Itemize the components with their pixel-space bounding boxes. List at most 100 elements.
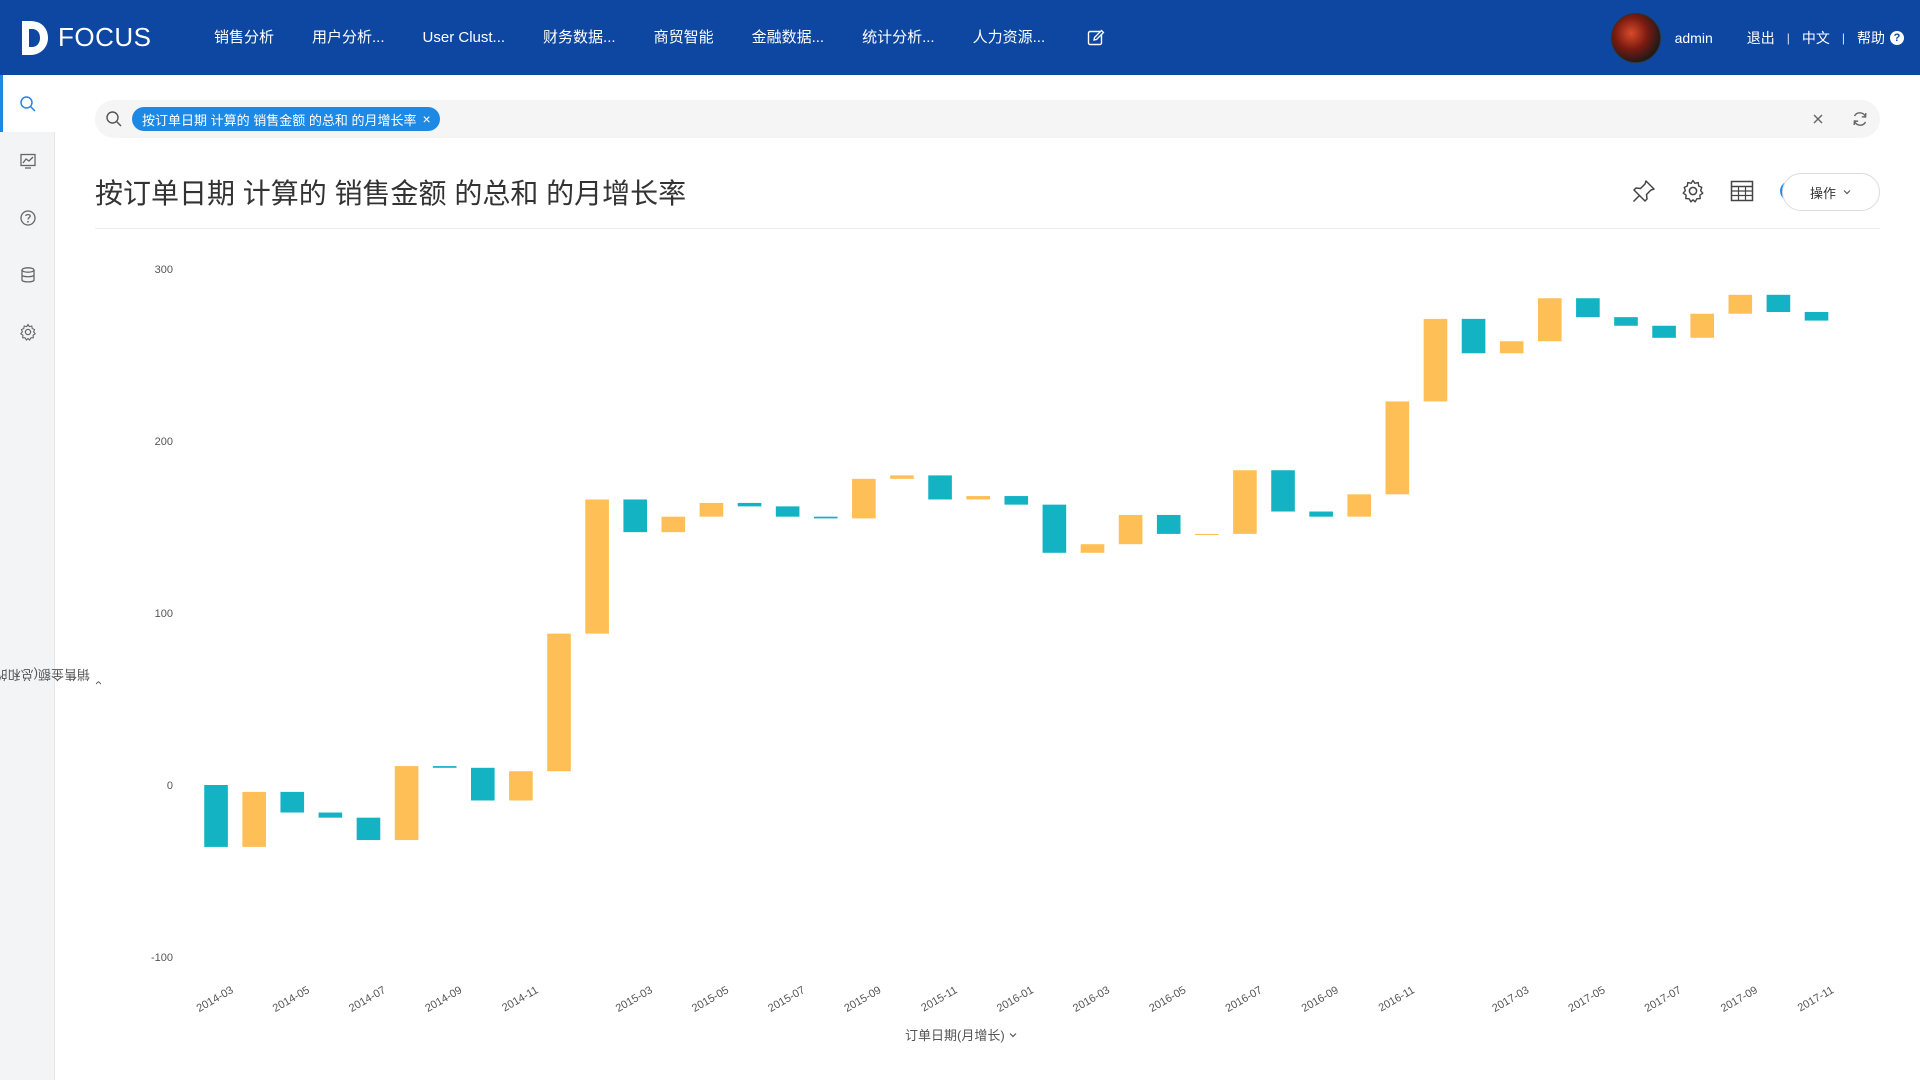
- search-icon: [106, 111, 122, 127]
- waterfall-bar[interactable]: [1042, 504, 1067, 553]
- y-tick-label: 0: [167, 780, 173, 792]
- divider: |: [1786, 30, 1790, 45]
- y-tick-label: 300: [155, 264, 173, 276]
- x-axis-title-text: 订单日期(月增长): [905, 1028, 1005, 1043]
- pin-button[interactable]: [1630, 177, 1658, 205]
- waterfall-bar[interactable]: [1804, 312, 1829, 321]
- waterfall-bar[interactable]: [318, 812, 343, 818]
- x-axis-title[interactable]: 订单日期(月增长): [905, 1025, 1018, 1044]
- waterfall-bar[interactable]: [204, 785, 228, 847]
- close-icon[interactable]: ×: [422, 111, 431, 127]
- x-tick-label: 2016-01: [995, 984, 1036, 1015]
- brand-logo[interactable]: FOCUS: [20, 19, 195, 57]
- sidebar-item-settings[interactable]: [0, 303, 55, 360]
- waterfall-bar[interactable]: [356, 817, 381, 841]
- gear-icon: [1682, 179, 1704, 203]
- waterfall-bar[interactable]: [1195, 533, 1219, 536]
- waterfall-bar[interactable]: [775, 506, 800, 517]
- waterfall-bar[interactable]: [1423, 318, 1448, 402]
- waterfall-bar[interactable]: [1004, 496, 1029, 505]
- waterfall-bar[interactable]: [1309, 511, 1333, 517]
- chevron-down-icon: [1843, 190, 1851, 195]
- chart-toolbar: [1609, 177, 1805, 205]
- x-tick-label: 2014-03: [195, 984, 236, 1015]
- waterfall-chart: 300 200 100 0 -100 2014-03 2014-05 2014-07 2014-…: [151, 264, 1836, 1015]
- refresh-icon[interactable]: [1850, 109, 1870, 129]
- nav-item-user-analysis[interactable]: 用户分析...: [312, 29, 385, 46]
- waterfall-bar[interactable]: [813, 516, 838, 519]
- search-token-chip[interactable]: 按订单日期 计算的 销售金额 的总和 的月增长率 ×: [132, 107, 440, 131]
- table-view-button[interactable]: [1728, 177, 1756, 205]
- nav-item-statistics[interactable]: 统计分析...: [862, 29, 935, 46]
- waterfall-bar[interactable]: [1728, 294, 1753, 314]
- sidebar-item-data[interactable]: [0, 246, 55, 303]
- x-tick-label: 2016-07: [1223, 984, 1264, 1015]
- sidebar: [0, 75, 55, 1080]
- waterfall-bar[interactable]: [623, 499, 648, 533]
- nav-item-finance[interactable]: 财务数据...: [543, 29, 616, 46]
- waterfall-bar[interactable]: [699, 502, 724, 517]
- help-link[interactable]: 帮助: [1857, 29, 1885, 46]
- x-tick-label: 2016-05: [1147, 984, 1188, 1015]
- edit-icon[interactable]: [1086, 28, 1106, 48]
- waterfall-bar[interactable]: [1461, 318, 1486, 354]
- sidebar-item-help[interactable]: [0, 189, 55, 246]
- y-tick-label: 200: [155, 436, 173, 448]
- brand-name: FOCUS: [58, 22, 152, 52]
- waterfall-bar[interactable]: [1690, 313, 1715, 338]
- clear-icon[interactable]: [1808, 109, 1828, 129]
- waterfall-bar[interactable]: [1156, 514, 1181, 534]
- nav-item-sales[interactable]: 销售分析: [214, 29, 275, 46]
- search-bar[interactable]: 按订单日期 计算的 销售金额 的总和 的月增长率 ×: [95, 100, 1880, 138]
- waterfall-bar[interactable]: [1499, 341, 1524, 354]
- waterfall-bar[interactable]: [1576, 298, 1600, 318]
- waterfall-bar[interactable]: [1271, 470, 1295, 512]
- x-tick-label: 2016-11: [1377, 984, 1417, 1014]
- waterfall-bar[interactable]: [928, 475, 952, 500]
- nav-item-trade-bi[interactable]: 商贸智能: [653, 29, 714, 46]
- waterfall-bar[interactable]: [1614, 317, 1638, 326]
- waterfall-bar[interactable]: [470, 767, 495, 801]
- waterfall-bar[interactable]: [547, 633, 571, 772]
- x-tick-label: 2015-11: [919, 984, 959, 1014]
- waterfall-bar[interactable]: [966, 496, 990, 500]
- sidebar-item-search[interactable]: [0, 75, 55, 132]
- waterfall-bar[interactable]: [890, 475, 914, 479]
- waterfall-bar[interactable]: [1080, 544, 1105, 553]
- top-nav-bar: FOCUS 销售分析 用户分析... User Clust... 财务数据...…: [0, 0, 1920, 75]
- main-nav: 销售分析 用户分析... User Clust... 财务数据... 商贸智能 …: [195, 0, 1106, 75]
- waterfall-bar[interactable]: [1537, 298, 1562, 342]
- x-tick-label: 2017-07: [1643, 984, 1684, 1015]
- x-tick-label: 2017-05: [1566, 984, 1607, 1015]
- nav-item-user-cluster[interactable]: User Clust...: [422, 29, 506, 46]
- waterfall-bar[interactable]: [242, 791, 266, 847]
- waterfall-bar[interactable]: [1652, 325, 1676, 338]
- waterfall-bar[interactable]: [661, 516, 686, 533]
- sidebar-item-dashboard[interactable]: [0, 132, 55, 189]
- settings-button[interactable]: [1679, 177, 1707, 205]
- logout-link[interactable]: 退出: [1746, 29, 1775, 46]
- username[interactable]: admin: [1674, 29, 1713, 46]
- help-circle-icon[interactable]: ?: [1890, 30, 1904, 45]
- waterfall-bar[interactable]: [1385, 401, 1410, 495]
- waterfall-bar[interactable]: [1233, 470, 1257, 534]
- nav-item-hr[interactable]: 人力资源...: [972, 29, 1046, 46]
- waterfall-bar[interactable]: [509, 771, 533, 801]
- waterfall-bar[interactable]: [394, 766, 419, 841]
- nav-item-financial-data[interactable]: 金融数据...: [751, 29, 825, 46]
- language-switch[interactable]: 中文: [1801, 29, 1830, 46]
- waterfall-bar[interactable]: [280, 791, 305, 813]
- waterfall-bar[interactable]: [432, 766, 457, 768]
- x-tick-label: 2016-03: [1071, 984, 1112, 1015]
- operations-dropdown[interactable]: 操作: [1782, 173, 1880, 211]
- waterfall-bar[interactable]: [1118, 514, 1143, 545]
- waterfall-bar[interactable]: [585, 499, 609, 634]
- avatar[interactable]: [1610, 12, 1661, 63]
- user-area: admin 退出 | 中文 | 帮助 ?: [1610, 0, 1904, 75]
- waterfall-bar[interactable]: [1766, 294, 1791, 312]
- waterfall-bar[interactable]: [737, 502, 762, 507]
- waterfall-bar[interactable]: [1347, 494, 1372, 517]
- waterfall-bar[interactable]: [852, 478, 876, 519]
- search-token-label: 按订单日期 计算的 销售金额 的总和 的月增长率: [142, 112, 417, 128]
- y-tick-label: -100: [151, 952, 173, 964]
